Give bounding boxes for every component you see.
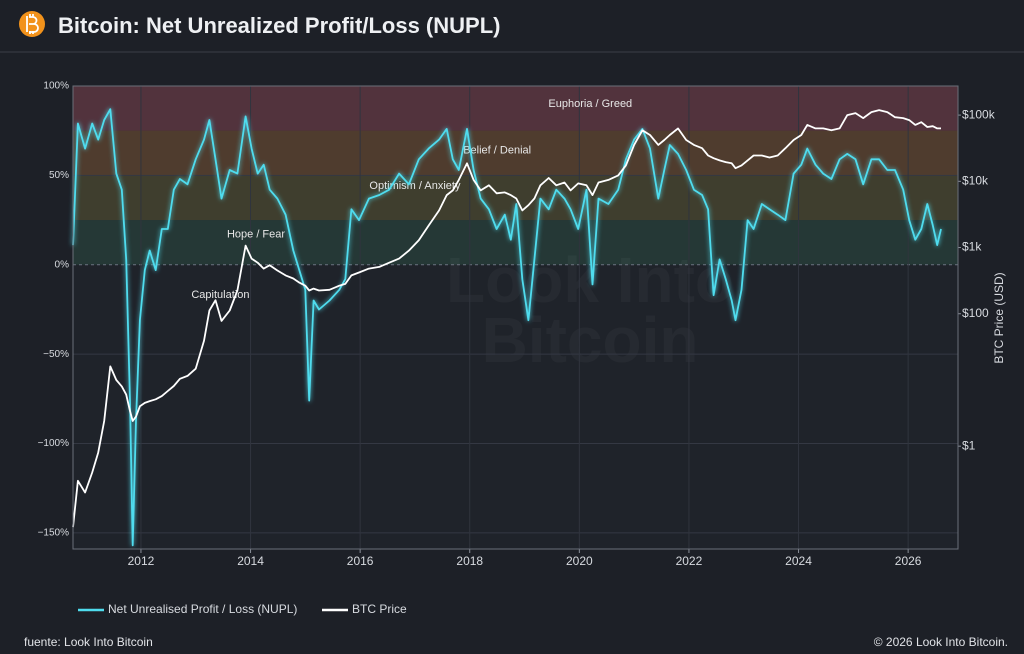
y2-tick-label: $1 <box>962 438 976 452</box>
x-tick-label: 2018 <box>456 554 483 568</box>
zone-label: Capitulation <box>191 289 249 301</box>
zone-label: Belief / Denial <box>463 144 531 156</box>
copyright: © 2026 Look Into Bitcoin. <box>874 635 1008 649</box>
y2-tick-label: $10k <box>962 173 989 187</box>
x-tick-label: 2024 <box>785 554 812 568</box>
x-tick-label: 2022 <box>676 554 703 568</box>
zone-band <box>73 264 958 549</box>
y2-axis-title: BTC Price (USD) <box>992 272 1006 363</box>
y2-tick-label: $100k <box>962 107 996 121</box>
x-tick-label: 2016 <box>347 554 374 568</box>
y-tick-label: −150% <box>38 528 70 539</box>
zone-label: Optimism / Anxiety <box>369 180 461 192</box>
zone-band <box>73 220 958 265</box>
page-title: Bitcoin: Net Unrealized Profit/Loss (NUP… <box>58 13 500 38</box>
x-tick-label: 2012 <box>128 554 155 568</box>
x-tick-label: 2026 <box>895 554 922 568</box>
zone-label: Euphoria / Greed <box>548 98 632 110</box>
y-tick-label: 0% <box>55 259 70 270</box>
y-tick-label: −50% <box>43 349 69 360</box>
plot-frame <box>72 85 959 550</box>
zone-band <box>73 86 958 131</box>
legend-label: Net Unrealised Profit / Loss (NUPL) <box>108 602 297 616</box>
bitcoin-icon <box>19 11 45 37</box>
legend-label: BTC Price <box>352 602 407 616</box>
zone-label: Hope / Fear <box>227 228 285 240</box>
series-line <box>72 108 942 547</box>
source-note: fuente: Look Into Bitcoin <box>24 635 153 649</box>
y2-tick-label: $1k <box>962 240 982 254</box>
x-tick-label: 2014 <box>237 554 264 568</box>
watermark: Bitcoin <box>482 304 699 376</box>
x-tick-label: 2020 <box>566 554 593 568</box>
y2-tick-label: $100 <box>962 306 989 320</box>
series-line <box>72 109 941 528</box>
y-tick-label: 100% <box>43 81 69 92</box>
y-tick-label: −100% <box>38 438 70 449</box>
y-tick-label: 50% <box>49 170 69 181</box>
